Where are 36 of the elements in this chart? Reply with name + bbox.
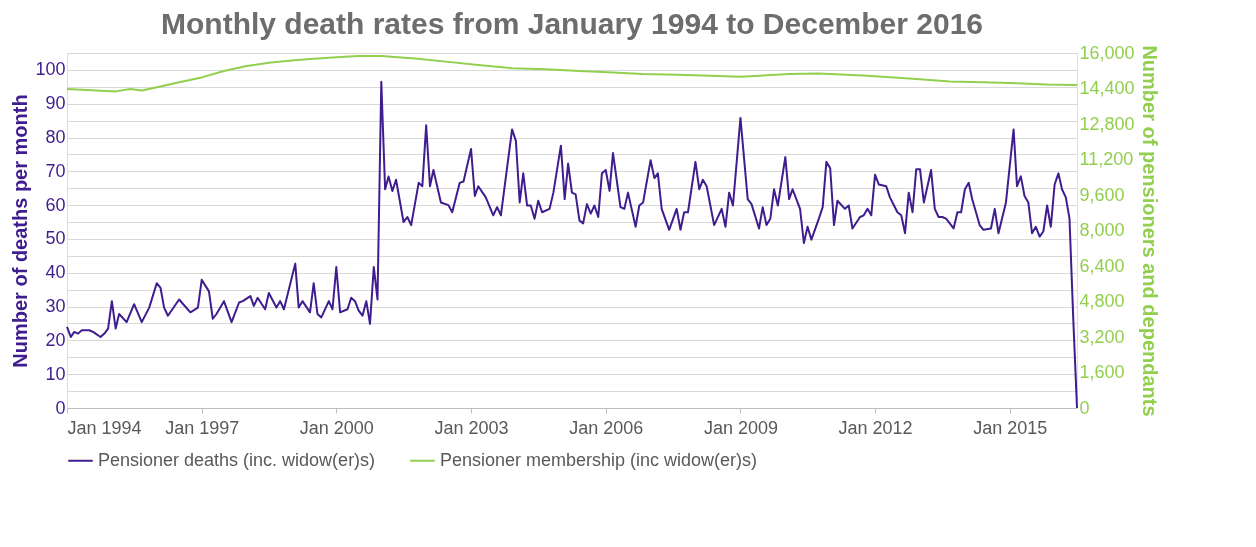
y-tick-label: 70: [45, 160, 66, 181]
y2-tick-label: 4,800: [1079, 291, 1125, 311]
y-tick-label: 80: [45, 127, 66, 148]
x-tick-label: Jan 2012: [838, 417, 913, 438]
line-series: [66, 55, 1078, 93]
y-tick-label: 20: [45, 329, 66, 350]
y2-tick-label: 16,000: [1079, 42, 1135, 63]
x-tick-label: Jan 1994: [67, 417, 142, 438]
y-tick-label: 30: [45, 296, 66, 317]
legend-label: Pensioner membership (inc widow(er)s): [440, 449, 758, 470]
y2-tick-label: 11,200: [1079, 149, 1134, 169]
legend-label: Pensioner deaths (inc. widow(er)s): [98, 449, 376, 470]
x-tick-label: Jan 1997: [165, 417, 240, 438]
x-tick-label: Jan 2006: [569, 417, 644, 438]
y-tick-label: 10: [45, 363, 66, 384]
y2-tick-label: 14,400: [1079, 78, 1135, 98]
y2-tick-label: 8,000: [1079, 220, 1125, 240]
y2-tick-label: 3,200: [1079, 326, 1125, 347]
y2-tick-label: 9,600: [1079, 184, 1125, 205]
y-tick-label: 60: [45, 194, 66, 215]
y2-tick-label: 0: [1079, 397, 1090, 418]
y2-tick-label: 1,600: [1079, 362, 1125, 382]
y-tick-label: 100: [35, 59, 66, 80]
x-tick-label: Jan 2000: [299, 417, 374, 438]
y-tick-label: 50: [45, 228, 66, 249]
x-tick-label: Jan 2015: [973, 417, 1048, 438]
y2-tick-label: 6,400: [1079, 255, 1125, 276]
y-tick-label: 90: [45, 93, 66, 114]
y2-tick-label: 12,800: [1079, 113, 1135, 134]
chart-title: Monthly death rates from January 1994 to December 2016: [161, 7, 983, 40]
x-tick-label: Jan 2003: [434, 417, 509, 438]
y2-axis-title: Number of pensioners and dependants: [1138, 45, 1161, 417]
y-axis-title: Number of deaths per month: [9, 94, 32, 368]
x-tick-label: Jan 2009: [703, 417, 778, 438]
y-tick-label: 0: [55, 397, 66, 418]
y-tick-label: 40: [45, 262, 66, 283]
